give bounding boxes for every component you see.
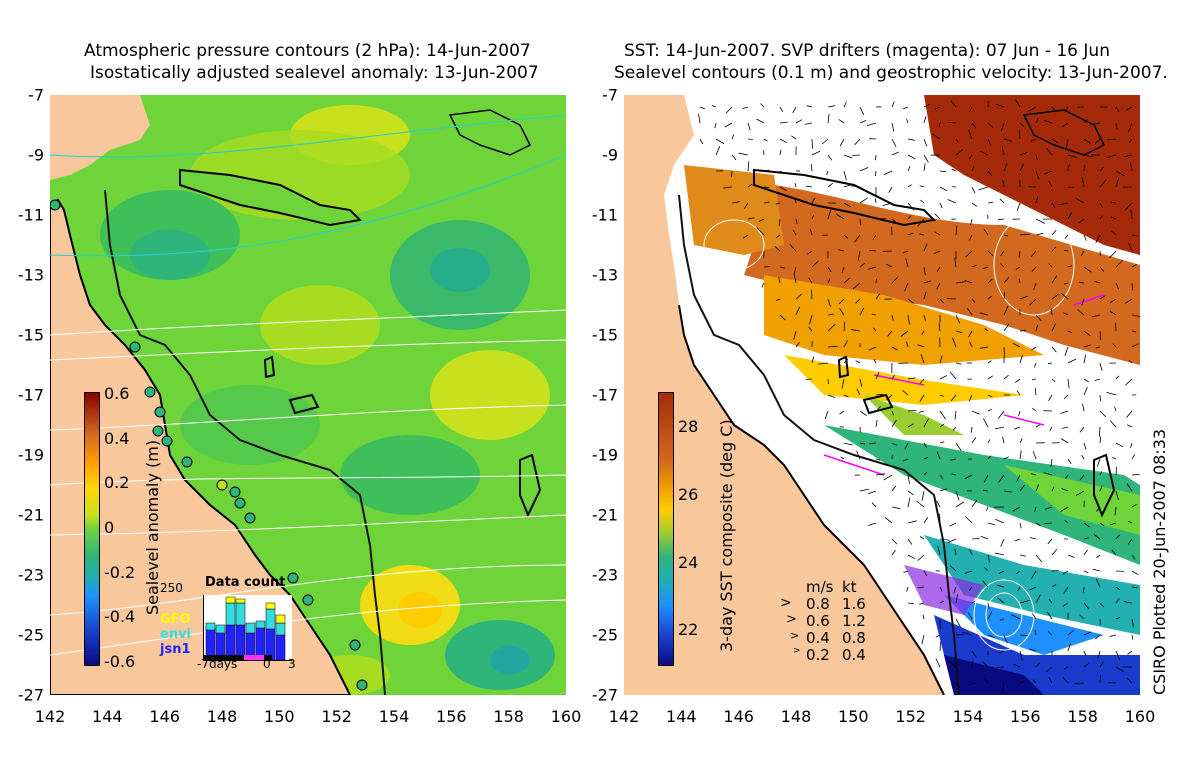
- left-y-tick--21: -21: [17, 505, 44, 525]
- legend-ms-3: 0.2: [806, 646, 830, 664]
- legend-arrow-3: >: [793, 646, 801, 656]
- right-y-tick--9: -9: [602, 145, 618, 165]
- right-x-tick-158: 158: [1067, 707, 1098, 726]
- right-y-tick--15: -15: [591, 325, 618, 345]
- right-x-tick-144: 144: [666, 707, 697, 726]
- data-count-x-zero: 0: [263, 657, 271, 671]
- left-y-tick--19: -19: [17, 445, 44, 465]
- left-x-tick-144: 144: [92, 707, 123, 726]
- plot-credit: CSIRO Plotted 20-Jun-2007 08:33: [1150, 428, 1169, 695]
- left-x-tick-148: 148: [206, 707, 238, 726]
- right-x-tick-150: 150: [838, 707, 869, 726]
- right-y-tick--11: -11: [591, 205, 618, 225]
- data-count-x-end: 3: [288, 657, 296, 671]
- sst-map: [624, 95, 1140, 695]
- left-x-tick-160: 160: [550, 707, 582, 726]
- left-y-tick--9: -9: [28, 145, 44, 165]
- sst-tick-28: 28: [678, 417, 699, 436]
- velocity-arrow-field: [698, 99, 1140, 693]
- sst-tick-26: 26: [678, 485, 699, 504]
- sla-tick-minus-0.6: -0.6: [104, 652, 136, 671]
- sst-tick-22: 22: [678, 620, 699, 639]
- legend-header-ms: m/s: [806, 578, 834, 596]
- series-gfo-label: GFO: [160, 612, 191, 627]
- left-y-tick--13: -13: [17, 265, 44, 285]
- legend-kt-1: 1.2: [842, 612, 866, 630]
- left-y-tick--7: -7: [28, 85, 44, 105]
- right-x-tick-148: 148: [780, 707, 812, 726]
- right-x-tick-152: 152: [895, 707, 926, 726]
- legend-arrow-0: >: [780, 595, 792, 611]
- series-envi-label: envi: [160, 627, 192, 642]
- left-y-tick--27: -27: [17, 685, 44, 705]
- left-x-tick-146: 146: [149, 707, 180, 726]
- left-title-line1: Atmospheric pressure contours (2 hPa): 1…: [84, 41, 531, 61]
- right-title-line1: SST: 14-Jun-2007. SVP drifters (magenta)…: [624, 41, 1110, 61]
- legend-ms-1: 0.6: [806, 612, 830, 630]
- sla-tick-minus-0.4: -0.4: [104, 607, 136, 626]
- legend-arrow-2: >: [790, 629, 800, 642]
- sst-colorbar-label: 3-day SST composite (deg C): [717, 419, 736, 652]
- right-x-tick-156: 156: [1010, 707, 1041, 726]
- left-x-tick-152: 152: [321, 707, 352, 726]
- data-count-bars: [203, 595, 292, 661]
- left-y-tick--17: -17: [17, 385, 44, 405]
- legend-arrow-1: >: [786, 612, 797, 627]
- right-x-tick-160: 160: [1124, 707, 1156, 726]
- sealevel-anomaly-map: [50, 95, 566, 695]
- velocity-legend: m/s kt > 0.8 1.6 > 0.6 1.2 > 0.4 0.8 > 0…: [780, 578, 890, 668]
- right-y-tick--23: -23: [591, 565, 618, 585]
- data-count-x-start: -7days: [197, 657, 238, 671]
- left-x-tick-150: 150: [264, 707, 295, 726]
- right-y-tick--19: -19: [591, 445, 618, 465]
- left-title-line2: Isostatically adjusted sealevel anomaly:…: [90, 63, 539, 83]
- legend-ms-0: 0.8: [806, 595, 830, 613]
- right-x-tick-154: 154: [952, 707, 984, 726]
- left-y-tick--11: -11: [17, 205, 44, 225]
- sst-colorbar: [658, 392, 674, 666]
- right-x-tick-146: 146: [723, 707, 754, 726]
- legend-kt-0: 1.6: [842, 595, 866, 613]
- right-title-line2: Sealevel contours (0.1 m) and geostrophi…: [614, 63, 1168, 83]
- legend-header-kt: kt: [842, 578, 857, 596]
- right-y-tick--13: -13: [591, 265, 618, 285]
- sst-tick-24: 24: [678, 553, 699, 572]
- left-y-tick--23: -23: [17, 565, 44, 585]
- right-y-tick--25: -25: [591, 625, 618, 645]
- sla-tick-0: 0: [104, 518, 115, 537]
- left-x-tick-142: 142: [34, 707, 66, 726]
- left-x-tick-158: 158: [493, 707, 524, 726]
- legend-ms-2: 0.4: [806, 629, 830, 647]
- sealevel-colorbar: [84, 392, 100, 666]
- left-y-tick--25: -25: [17, 625, 44, 645]
- data-count-ymax: 250: [160, 581, 183, 595]
- sla-tick-0.2: 0.2: [104, 473, 130, 492]
- data-count-inset: Data count 250 GFO envi jsn1: [155, 575, 296, 671]
- left-x-tick-156: 156: [436, 707, 467, 726]
- sla-tick-0.6: 0.6: [104, 384, 130, 403]
- sla-tick-minus-0.2: -0.2: [104, 563, 136, 582]
- sla-tick-0.4: 0.4: [104, 429, 130, 448]
- series-jsn1-label: jsn1: [160, 642, 191, 657]
- data-count-title: Data count: [205, 575, 286, 590]
- left-y-tick--15: -15: [17, 325, 44, 345]
- legend-kt-2: 0.8: [842, 629, 866, 647]
- legend-kt-3: 0.4: [842, 646, 866, 664]
- left-x-tick-154: 154: [378, 707, 410, 726]
- right-y-tick--21: -21: [591, 505, 618, 525]
- right-y-tick--27: -27: [591, 685, 618, 705]
- right-y-tick--17: -17: [591, 385, 618, 405]
- right-y-tick--7: -7: [602, 85, 618, 105]
- right-x-tick-142: 142: [608, 707, 640, 726]
